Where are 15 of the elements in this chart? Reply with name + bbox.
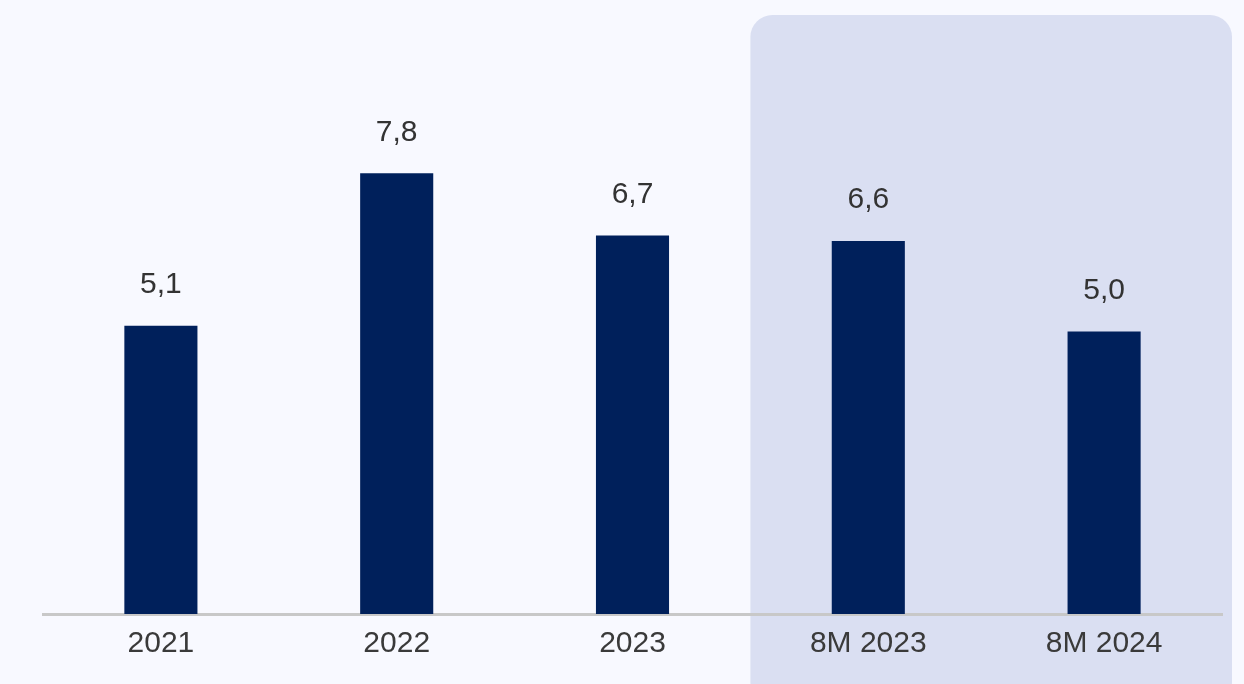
data-label: 5,1 (140, 266, 182, 300)
data-label: 5,0 (1083, 271, 1125, 305)
bar (124, 325, 198, 614)
data-label: 7,8 (375, 113, 418, 147)
x-tick-label: 8M 2024 (1045, 625, 1163, 659)
bar (360, 173, 434, 614)
x-tick-label: 2023 (599, 625, 666, 659)
bar (831, 241, 905, 614)
x-tick-label: 8M 2023 (809, 625, 927, 659)
data-label: 6,6 (847, 181, 890, 215)
data-label: 6,7 (611, 175, 654, 209)
x-tick-label: 2022 (363, 625, 431, 659)
bar (595, 235, 670, 614)
bar (1067, 331, 1141, 614)
x-tick-label: 2021 (127, 625, 195, 659)
